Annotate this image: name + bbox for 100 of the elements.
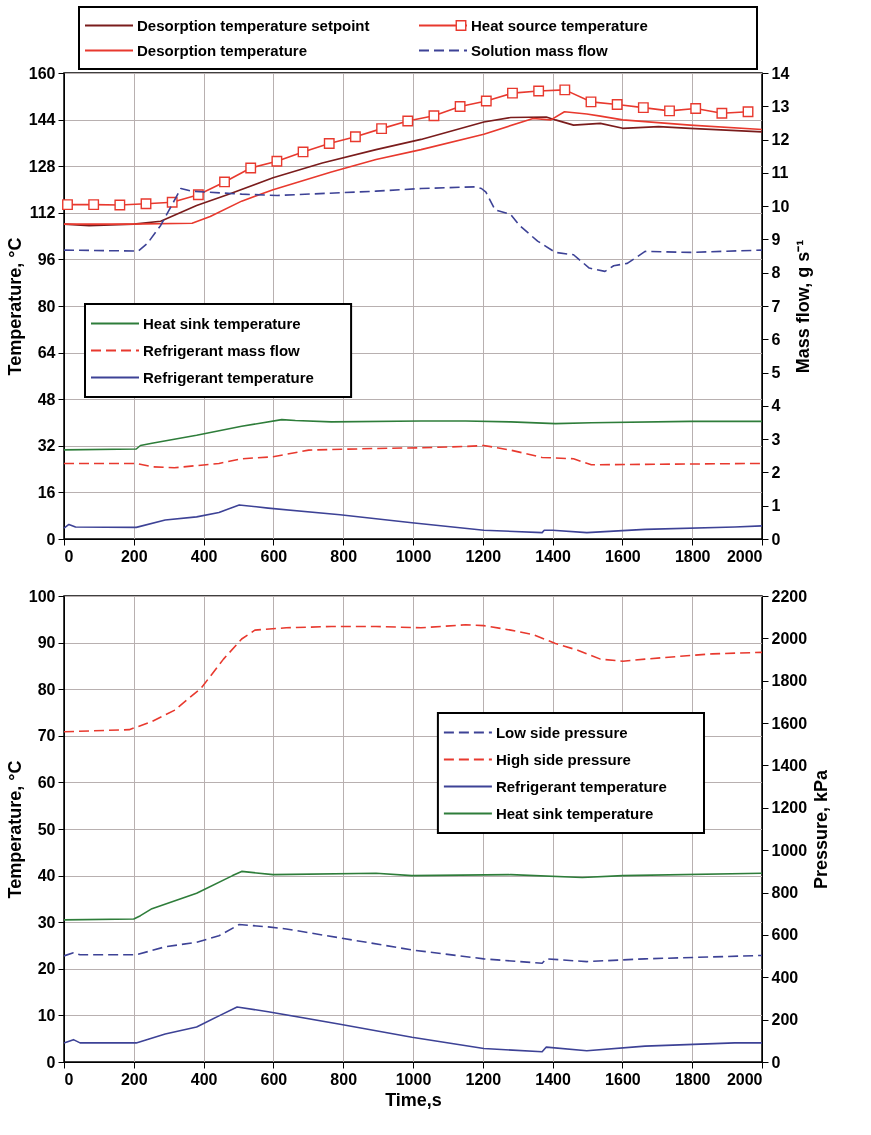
line-series [63, 504, 763, 534]
x-tick-label: 2000 [726, 1070, 763, 1088]
y2-tick-label: 2000 [771, 629, 808, 647]
y-tick-label: 48 [37, 390, 56, 408]
x-tick-label: 2000 [726, 547, 763, 565]
y-tick-label: 16 [37, 483, 56, 501]
x-tick-label: 800 [330, 547, 358, 565]
line-series [63, 444, 763, 469]
y-tick-label: 112 [29, 204, 56, 222]
y-tick-label: 80 [37, 680, 56, 698]
y2-tick-label: 11 [771, 164, 789, 182]
x-tick-label: 1200 [465, 1070, 502, 1088]
x-tick-label: 1600 [605, 1070, 641, 1088]
point [402, 115, 414, 127]
x-tick-label: 600 [260, 547, 288, 565]
y2-tick-label: 200 [771, 1011, 799, 1029]
x-tick-label: 1200 [465, 547, 502, 565]
legend-label: Desorption temperature [137, 41, 308, 59]
x-tick-label: 400 [190, 1070, 218, 1088]
y-tick-label: 50 [37, 820, 56, 838]
line-series [63, 186, 763, 273]
y2-tick-label: 0 [771, 1053, 781, 1071]
point [349, 131, 361, 143]
y2-tick-label: 2 [771, 463, 781, 481]
point [637, 102, 649, 114]
y-tick-label: 128 [28, 157, 56, 175]
x-tick-label: 1400 [535, 1070, 571, 1088]
legend-label: Desorption temperature setpoint [137, 16, 370, 34]
y-tick-label: 60 [37, 773, 56, 791]
legend-label: Heat sink temperature [495, 804, 654, 822]
point [62, 199, 73, 211]
point [716, 107, 728, 119]
legend-label: Refrigerant temperature [495, 777, 667, 795]
line-series [63, 418, 763, 451]
y2-tick-label: 13 [771, 97, 790, 115]
point [219, 176, 230, 188]
x-tick-label: 800 [330, 1070, 358, 1088]
y-tick-label: 0 [46, 530, 56, 548]
x-tick-label: 600 [260, 1070, 288, 1088]
legend-label: Solution mass flow [471, 41, 609, 59]
y-tick-label: 96 [37, 250, 56, 268]
line-series [63, 923, 763, 965]
y2-tick-label: 7 [771, 297, 781, 315]
y-axis-title: Temperature, °C [4, 237, 25, 376]
y2-tick-label: 400 [771, 968, 799, 986]
y2-tick-label: 14 [771, 64, 790, 82]
y2-tick-label: 1000 [771, 841, 808, 859]
x-tick-label: 0 [64, 547, 74, 565]
x-tick-label: 400 [190, 547, 218, 565]
y2-tick-label: 1600 [771, 714, 808, 732]
y-tick-label: 90 [37, 634, 56, 652]
point [611, 99, 623, 110]
y2-tick-label: 1400 [771, 756, 808, 774]
line-series [63, 870, 763, 921]
y-tick-label: 32 [37, 437, 56, 455]
y2-tick-label: 1200 [771, 799, 808, 817]
y2-tick-label: 4 [771, 397, 781, 415]
y-tick-label: 40 [37, 867, 56, 885]
y2-tick-label: 10 [771, 197, 790, 215]
point [690, 103, 702, 114]
point [114, 199, 126, 211]
point [297, 146, 309, 158]
legend-label: Low side pressure [495, 723, 628, 741]
y-tick-label: 30 [37, 913, 56, 931]
y2-tick-label: 1800 [771, 672, 808, 690]
x-axis-title: Time,s [385, 1089, 442, 1110]
line-series [63, 1006, 763, 1053]
y2-tick-label: 800 [771, 884, 799, 902]
legend-label: Heat source temperature [471, 16, 648, 34]
y2-tick-label: 8 [771, 264, 781, 282]
y2-tick-label: 6 [771, 330, 781, 348]
y2-tick-label: 12 [771, 131, 790, 149]
point [664, 105, 675, 117]
y-tick-label: 10 [37, 1006, 56, 1024]
x-tick-label: 1000 [395, 547, 432, 565]
y2-tick-label: 0 [771, 530, 781, 548]
y-tick-label: 20 [37, 960, 56, 978]
y2-tick-label: 2200 [771, 587, 808, 605]
y-tick-label: 70 [37, 727, 56, 745]
y2-tick-label: 1 [771, 497, 781, 515]
y-tick-label: 64 [37, 344, 56, 362]
point [454, 101, 466, 112]
legend-label: Refrigerant mass flow [143, 341, 301, 359]
x-tick-label: 1400 [535, 547, 571, 565]
point [559, 84, 571, 96]
x-tick-label: 200 [120, 1070, 148, 1088]
legend-label: Heat sink temperature [143, 314, 301, 332]
y2-tick-label: 600 [771, 926, 799, 944]
x-tick-label: 1000 [395, 1070, 432, 1088]
point [376, 123, 388, 135]
x-tick-label: 1600 [605, 547, 641, 565]
point [507, 87, 518, 99]
point [140, 198, 152, 210]
y-axis-title: Temperature, °C [4, 760, 25, 899]
y-tick-label: 160 [28, 64, 56, 82]
y2-tick-label: 5 [771, 364, 781, 382]
y2-axis-title: Mass flow, g s⁻¹ [793, 239, 814, 374]
x-tick-label: 1800 [674, 547, 711, 565]
y-tick-label: 144 [28, 111, 56, 129]
x-tick-label: 200 [120, 547, 148, 565]
